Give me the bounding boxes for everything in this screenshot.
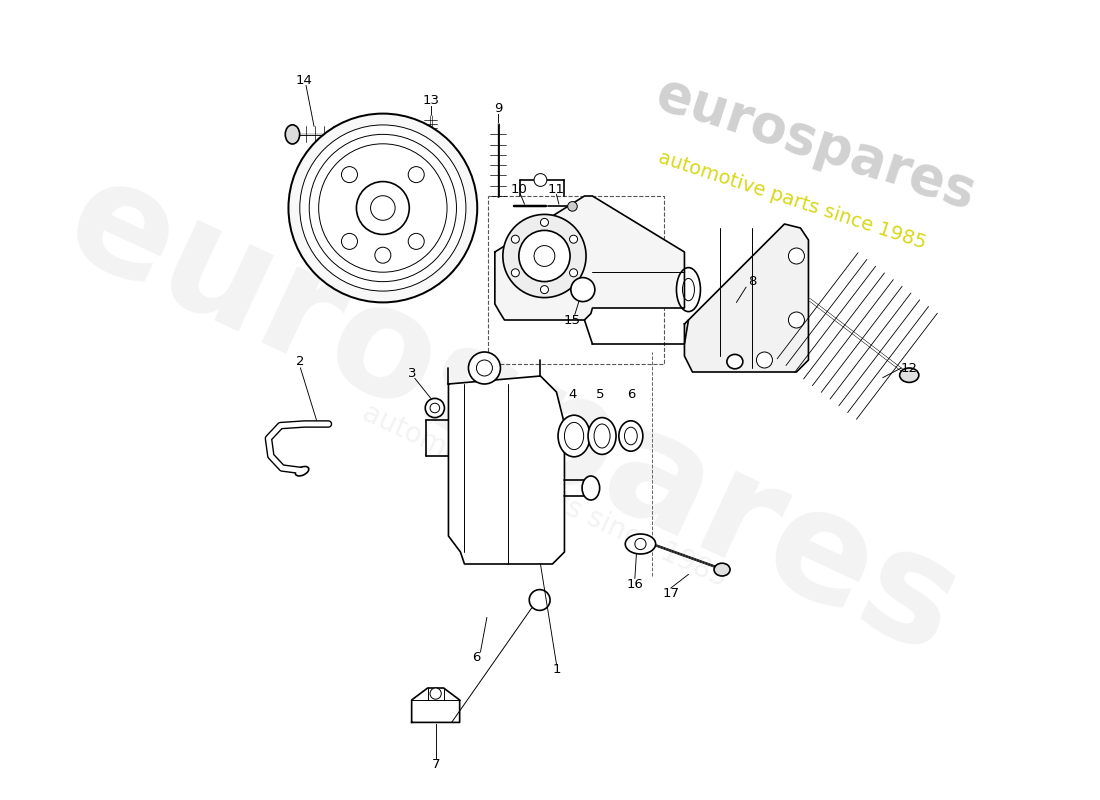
Text: 17: 17 — [662, 587, 680, 600]
Circle shape — [571, 278, 595, 302]
Circle shape — [426, 398, 444, 418]
Circle shape — [570, 235, 578, 243]
Circle shape — [789, 312, 804, 328]
Text: 12: 12 — [901, 362, 917, 374]
Text: 4: 4 — [569, 388, 576, 401]
Circle shape — [503, 214, 586, 298]
Text: automotive parts since 1985: automotive parts since 1985 — [358, 399, 732, 593]
Ellipse shape — [295, 466, 309, 476]
Circle shape — [512, 235, 519, 243]
Circle shape — [375, 247, 390, 263]
Ellipse shape — [900, 368, 918, 382]
Circle shape — [300, 125, 466, 291]
Polygon shape — [495, 196, 684, 320]
Text: 6: 6 — [627, 388, 635, 401]
Text: 13: 13 — [422, 94, 439, 106]
Circle shape — [635, 538, 646, 550]
Circle shape — [341, 166, 358, 182]
Ellipse shape — [625, 427, 637, 445]
Circle shape — [371, 196, 395, 220]
Text: 14: 14 — [296, 74, 312, 86]
Circle shape — [408, 166, 425, 182]
Polygon shape — [684, 224, 808, 372]
Ellipse shape — [727, 354, 742, 369]
Circle shape — [512, 269, 519, 277]
Ellipse shape — [714, 563, 730, 576]
Circle shape — [540, 218, 549, 226]
Circle shape — [288, 114, 477, 302]
Circle shape — [540, 286, 549, 294]
Text: 7: 7 — [432, 758, 441, 770]
Ellipse shape — [676, 267, 701, 311]
Polygon shape — [411, 688, 460, 722]
Text: eurospares: eurospares — [43, 144, 981, 688]
Text: 6: 6 — [472, 651, 481, 664]
Ellipse shape — [582, 476, 600, 500]
Text: 9: 9 — [494, 102, 503, 114]
Circle shape — [408, 234, 425, 250]
Text: 5: 5 — [596, 388, 605, 401]
Circle shape — [476, 360, 493, 376]
Ellipse shape — [558, 415, 590, 457]
Circle shape — [529, 590, 550, 610]
Circle shape — [430, 688, 441, 699]
Ellipse shape — [285, 125, 299, 144]
Circle shape — [535, 174, 547, 186]
Text: 15: 15 — [564, 314, 581, 326]
Circle shape — [519, 230, 570, 282]
Ellipse shape — [619, 421, 642, 451]
Circle shape — [341, 234, 358, 250]
Circle shape — [469, 352, 500, 384]
Ellipse shape — [594, 424, 610, 448]
Circle shape — [309, 134, 456, 282]
Text: 11: 11 — [548, 183, 565, 196]
Ellipse shape — [422, 138, 440, 150]
Text: eurospares: eurospares — [650, 68, 982, 220]
Circle shape — [789, 248, 804, 264]
Text: 10: 10 — [510, 183, 527, 196]
Text: automotive parts since 1985: automotive parts since 1985 — [657, 148, 928, 252]
Circle shape — [319, 144, 447, 272]
Text: 8: 8 — [748, 275, 757, 288]
Ellipse shape — [564, 422, 584, 450]
Ellipse shape — [588, 418, 616, 454]
Ellipse shape — [625, 534, 656, 554]
Polygon shape — [449, 376, 564, 564]
Circle shape — [757, 352, 772, 368]
Text: 16: 16 — [626, 578, 644, 590]
Ellipse shape — [682, 278, 694, 301]
Text: 3: 3 — [408, 367, 417, 380]
Text: 1: 1 — [552, 663, 561, 676]
Circle shape — [570, 269, 578, 277]
Circle shape — [430, 403, 440, 413]
Circle shape — [356, 182, 409, 234]
Circle shape — [535, 246, 554, 266]
Circle shape — [568, 202, 578, 211]
Text: 2: 2 — [296, 355, 305, 368]
